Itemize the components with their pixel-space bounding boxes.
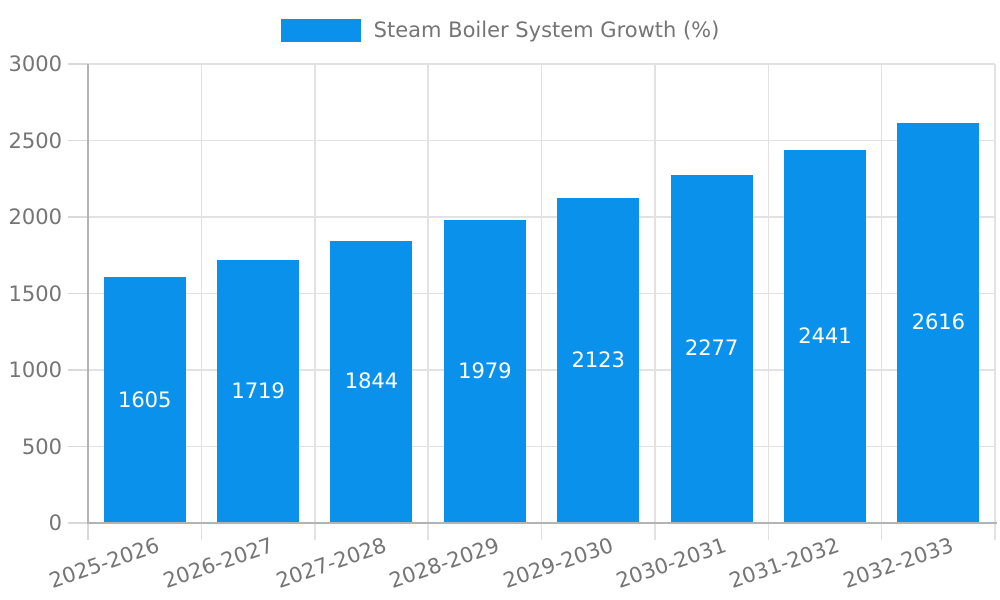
bar-value-label: 1605	[117, 387, 172, 412]
x-axis-tick-label: 2026-2027	[159, 533, 276, 593]
y-axis-tick-label: 1000	[8, 358, 62, 382]
bar-2030-2031[interactable]: 2277	[670, 174, 753, 522]
y-axis-tick-label: 2500	[8, 128, 62, 153]
x-axis-line	[87, 522, 997, 524]
bar-value-label: 1979	[458, 359, 512, 384]
bar-value-label: 2123	[571, 348, 625, 373]
bar-value-label: 2616	[911, 310, 966, 335]
v-gridline	[314, 64, 316, 540]
y-axis-tick	[68, 139, 88, 142]
x-axis-tick-label: 2032-2033	[840, 533, 957, 593]
bar-value-label: 2277	[684, 336, 739, 361]
legend-swatch	[280, 18, 361, 42]
bar-2031-2032[interactable]: 2441	[783, 149, 866, 522]
y-axis-tick-label: 1500	[8, 281, 62, 306]
y-axis-tick-label: 2000	[8, 205, 62, 229]
bar-value-label: 1844	[344, 369, 399, 394]
x-axis-tick-label: 2029-2030	[499, 533, 617, 593]
bar-2026-2027[interactable]: 1719	[217, 259, 300, 522]
bar-2029-2030[interactable]: 2123	[557, 198, 640, 522]
bar-2032-2033[interactable]: 2616	[897, 122, 980, 522]
y-axis-tick	[68, 522, 88, 524]
v-gridline	[200, 64, 203, 540]
x-axis-tick-label: 2027-2028	[273, 533, 390, 593]
x-axis-tick	[87, 523, 89, 540]
y-axis-tick-label: 500	[21, 434, 62, 459]
legend[interactable]: Steam Boiler System Growth (%)	[0, 18, 1000, 42]
y-axis-tick-label: 0	[48, 511, 62, 535]
y-axis-line	[87, 64, 89, 523]
v-gridline	[767, 64, 769, 540]
x-axis-tick-label: 2031-2032	[726, 533, 843, 593]
y-axis-tick	[68, 445, 88, 448]
y-axis-tick	[68, 292, 88, 295]
y-axis-tick	[68, 63, 88, 65]
y-axis-tick-label: 3000	[8, 52, 62, 76]
v-gridline	[880, 64, 883, 540]
y-axis-tick	[68, 216, 88, 218]
y-axis-tick	[68, 369, 88, 371]
x-axis-tick-label: 2028-2029	[386, 533, 503, 593]
v-gridline	[994, 64, 996, 540]
bar-2025-2026[interactable]: 1605	[103, 277, 186, 522]
legend-label: Steam Boiler System Growth (%)	[373, 18, 720, 42]
bar-2028-2029[interactable]: 1979	[443, 220, 526, 522]
bar-value-label: 1719	[231, 378, 285, 403]
v-gridline	[540, 64, 543, 540]
v-gridline	[654, 64, 656, 540]
v-gridline	[427, 64, 429, 540]
bar-2027-2028[interactable]: 1844	[330, 240, 413, 522]
bar-value-label: 2441	[798, 323, 852, 348]
x-axis-tick-label: 2025-2026	[46, 533, 163, 593]
x-axis-tick-label: 2030-2031	[613, 533, 730, 593]
